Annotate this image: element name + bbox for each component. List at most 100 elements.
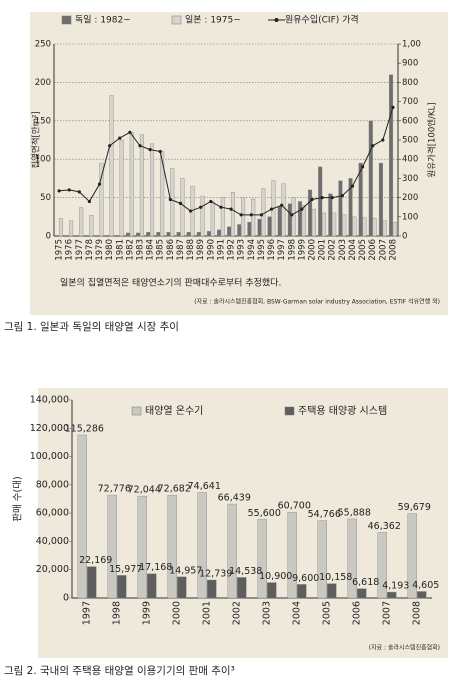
chart-background	[30, 12, 448, 315]
bar	[186, 231, 191, 237]
x-tick-label: 1998	[287, 239, 297, 261]
y2-tick-label: 400	[402, 155, 418, 165]
bar	[297, 201, 302, 237]
y-tick-label: 20,000	[36, 564, 69, 575]
caption: 그림 1. 일본과 독일의 태양열 시장 추이	[4, 320, 179, 333]
legend-swatch	[284, 406, 295, 416]
line-point	[391, 105, 395, 109]
legend-swatch	[131, 406, 142, 416]
legend-label: 일본 : 1975~	[185, 15, 241, 26]
x-tick-label: 1999	[297, 239, 307, 261]
y-tick-label: 200	[35, 78, 51, 88]
bar	[417, 591, 427, 599]
y-tick-label: 150	[35, 116, 51, 126]
x-tick-label: 2001	[202, 601, 213, 625]
line-point	[310, 197, 314, 202]
y-tick-label: 50	[40, 193, 51, 203]
bar	[291, 197, 296, 237]
bar	[389, 74, 394, 237]
bar	[352, 216, 357, 237]
bar	[166, 231, 171, 237]
value-label: 9,600	[292, 573, 319, 584]
value-label: 72,776	[98, 484, 131, 495]
bar	[227, 503, 237, 599]
bar	[261, 188, 266, 237]
x-tick-label: 1982	[125, 239, 135, 261]
note: 일본의 집열면적은 태양연소기의 판매대수로부터 추정했다.	[60, 277, 281, 289]
legend-label: 태양열 온수기	[145, 405, 203, 417]
x-tick-label: 1992	[227, 239, 237, 261]
x-tick-label: 1979	[95, 239, 105, 261]
bar	[277, 206, 282, 237]
bar	[287, 511, 297, 599]
line-point	[57, 189, 61, 193]
bar	[200, 195, 205, 237]
bar	[308, 189, 313, 237]
bar	[332, 212, 337, 237]
caption: 그림 2. 국내의 주택용 태양열 이용기기의 판매 추이³	[4, 665, 235, 677]
bar	[167, 495, 177, 599]
x-tick-label: 1988	[186, 239, 196, 261]
value-label: 10,158	[319, 572, 352, 583]
value-label: 22,169	[79, 555, 112, 566]
value-label: 14,538	[229, 566, 262, 577]
bar	[378, 162, 383, 237]
bar	[342, 214, 347, 237]
bar	[206, 231, 211, 237]
line-point	[97, 182, 102, 186]
line-point	[87, 199, 92, 204]
y-tick-label: 0	[63, 593, 69, 604]
bar	[156, 231, 161, 237]
bar	[180, 178, 185, 237]
x-tick-label: 1997	[82, 601, 93, 625]
y-tick-label: 250	[35, 40, 51, 50]
value-label: 46,362	[368, 521, 401, 532]
bar	[287, 203, 292, 237]
bar	[368, 120, 373, 237]
y2-tick-label: 200	[402, 193, 418, 203]
bar	[227, 226, 232, 237]
y-tick-label: 140,000	[30, 395, 69, 406]
value-label: 115,286	[65, 423, 104, 434]
bar	[311, 208, 316, 237]
legend-label: 원유수입(CIF) 가격	[285, 14, 359, 26]
bar	[348, 178, 353, 237]
bar	[318, 166, 323, 237]
line-point	[199, 205, 203, 209]
bar	[125, 232, 130, 237]
y2-axis-title: 원유가격[100엔/KL]	[427, 102, 438, 177]
y2-tick-label: 800	[402, 78, 418, 88]
y2-tick-label: 1,00	[402, 40, 421, 50]
x-tick-label: 1985	[156, 239, 166, 261]
x-tick-label: 1994	[247, 239, 257, 261]
bar	[79, 207, 84, 237]
value-label: 74,641	[188, 481, 221, 492]
bar	[77, 434, 87, 599]
bar	[382, 220, 387, 237]
x-tick-label: 2004	[292, 601, 303, 625]
line-point	[188, 209, 193, 213]
x-tick-label: 1984	[146, 239, 156, 261]
y-tick-label: 100	[35, 155, 51, 165]
x-tick-label: 1998	[112, 601, 123, 625]
line-point	[239, 213, 243, 217]
bar	[160, 151, 165, 237]
y-axis-title: 판매 수(대)	[13, 476, 24, 521]
line-point	[320, 196, 324, 200]
bar	[129, 132, 134, 237]
x-tick-label: 2002	[232, 601, 243, 625]
x-tick-label: 2008	[388, 239, 398, 261]
value-label: 60,700	[278, 501, 311, 512]
line-point	[371, 144, 375, 148]
bar	[257, 519, 267, 599]
line-point	[108, 144, 112, 148]
line-point	[158, 149, 162, 154]
line-point	[77, 190, 81, 194]
line-point	[209, 199, 213, 204]
bar	[207, 579, 217, 599]
y-tick-label: 0	[46, 232, 51, 242]
x-tick-label: 1997	[277, 239, 287, 261]
x-tick-label: 2008	[412, 601, 423, 625]
line-point	[350, 184, 355, 188]
